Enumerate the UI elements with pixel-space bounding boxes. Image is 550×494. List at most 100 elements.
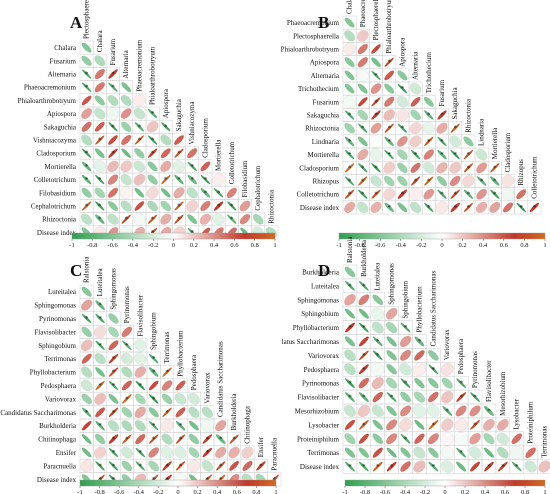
- correlation-ellipse: [384, 149, 394, 160]
- correlation-ellipse: [134, 339, 147, 352]
- correlation-ellipse: [120, 94, 132, 106]
- correlation-ellipse: [81, 407, 92, 418]
- significance-mark: *: [362, 463, 366, 471]
- column-label: Sphingobium: [402, 280, 410, 318]
- column-label: Luteitalea: [96, 268, 104, 297]
- correlation-ellipse: [94, 148, 105, 159]
- correlation-ellipse: [93, 160, 106, 173]
- correlation-ellipse: [107, 160, 119, 173]
- row-label: Sphingomonas: [297, 296, 339, 304]
- correlation-ellipse: [344, 163, 355, 173]
- correlation-ellipse: [242, 460, 253, 472]
- correlation-ellipse: [215, 446, 227, 459]
- colorbar-tick-label: 0.2: [459, 242, 467, 249]
- correlation-ellipse: [400, 447, 411, 458]
- correlation-ellipse: [357, 109, 369, 121]
- significance-mark: *: [374, 164, 378, 172]
- correlation-ellipse: [239, 200, 251, 212]
- significance-mark: *: [432, 366, 436, 374]
- significance-mark: *: [151, 150, 155, 158]
- correlation-ellipse: [450, 149, 460, 160]
- correlation-ellipse: [95, 201, 105, 211]
- significance-mark: *: [112, 449, 116, 457]
- colorbar-tick-label: 1: [543, 242, 546, 249]
- correlation-ellipse: [383, 161, 396, 174]
- significance-mark: *: [217, 203, 221, 211]
- row-label: latus Saccharimonas: [282, 338, 340, 346]
- colorbar-tick-label: -0.4: [400, 489, 411, 494]
- heatmap-cell: [537, 459, 550, 474]
- correlation-ellipse: [161, 174, 171, 185]
- correlation-ellipse: [428, 447, 439, 458]
- correlation-ellipse: [358, 419, 369, 430]
- column-label: Sakaguchia: [451, 86, 459, 119]
- significance-mark: *: [230, 216, 234, 224]
- correlation-ellipse: [174, 214, 184, 224]
- significance-mark: *: [401, 85, 405, 93]
- row-label: Phaeoacremonium: [24, 84, 77, 92]
- significance-mark: *: [219, 462, 223, 470]
- correlation-ellipse: [358, 447, 370, 458]
- correlation-ellipse: [357, 83, 368, 94]
- significance-mark: *: [138, 123, 142, 131]
- correlation-ellipse: [428, 377, 439, 389]
- column-label: Phaeoacremonium: [135, 39, 143, 92]
- correlation-ellipse: [450, 123, 460, 133]
- correlation-ellipse: [409, 122, 422, 135]
- correlation-ellipse: [122, 340, 132, 351]
- column-label: Plectosphaerella: [83, 0, 91, 39]
- colorbar-tick-label: -0.2: [416, 242, 426, 249]
- row-label: Flavisolibacter: [297, 394, 339, 402]
- significance-mark: *: [390, 394, 394, 402]
- row-label: Chitinophaga: [38, 436, 77, 444]
- correlation-ellipse: [456, 447, 467, 458]
- correlation-ellipse: [489, 201, 501, 213]
- significance-mark: *: [85, 163, 89, 171]
- correlation-ellipse: [410, 149, 421, 160]
- correlation-ellipse: [476, 188, 487, 200]
- correlation-ellipse: [135, 433, 146, 445]
- column-label: Fusarium: [438, 79, 446, 106]
- correlation-ellipse: [148, 394, 159, 404]
- significance-mark: *: [152, 436, 156, 444]
- correlation-ellipse: [202, 434, 213, 444]
- significance-mark: *: [348, 112, 352, 120]
- correlation-ellipse: [371, 307, 385, 321]
- colorbar-tick-label: -0.8: [87, 242, 97, 249]
- correlation-ellipse: [200, 419, 214, 433]
- correlation-ellipse: [483, 447, 495, 458]
- significance-mark: *: [348, 151, 352, 159]
- row-label: Luteitalea: [48, 288, 77, 296]
- column-label: Ralstonia: [83, 256, 91, 283]
- row-label: Proteiniphilum: [297, 435, 340, 443]
- correlation-ellipse: [501, 174, 515, 188]
- row-label: Colletotrichum: [34, 176, 77, 184]
- significance-mark: *: [418, 338, 422, 346]
- column-label: Ensifer: [257, 436, 265, 457]
- correlation-ellipse: [384, 123, 394, 133]
- correlation-ellipse: [449, 135, 462, 148]
- correlation-ellipse: [121, 214, 131, 224]
- correlation-ellipse: [160, 200, 172, 212]
- correlation-ellipse: [187, 148, 198, 159]
- correlation-ellipse: [369, 134, 383, 148]
- colorbar-tick-label: -0.4: [396, 242, 407, 249]
- correlation-ellipse: [428, 350, 439, 361]
- significance-mark: *: [348, 380, 352, 388]
- significance-mark: *: [85, 150, 89, 158]
- significance-mark: *: [152, 355, 156, 363]
- column-label: Chalara: [346, 0, 354, 14]
- correlation-ellipse: [108, 353, 119, 364]
- significance-mark: *: [98, 176, 102, 184]
- significance-mark: *: [459, 449, 463, 457]
- row-label: Pyrinomonas: [39, 315, 76, 323]
- significance-mark: *: [152, 395, 156, 403]
- colorbar-tick-label: 0.8: [520, 242, 528, 249]
- colorbar-tick-label: 0.2: [461, 489, 469, 494]
- correlation-ellipse: [525, 447, 536, 458]
- correlation-ellipse: [200, 174, 211, 185]
- correlation-ellipse: [134, 187, 145, 198]
- column-label: Apiospora: [398, 37, 406, 67]
- correlation-ellipse: [122, 434, 132, 444]
